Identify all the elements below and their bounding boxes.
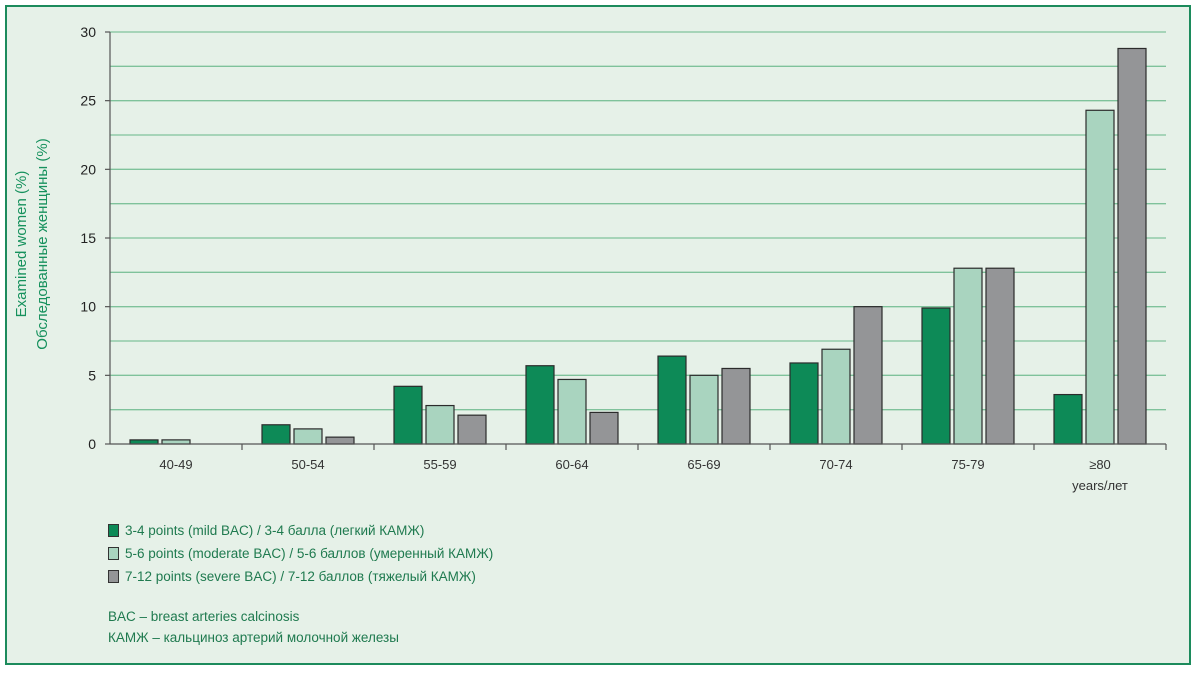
bar-severe-3: [589, 411, 619, 445]
x-tick-label: 70-74: [819, 457, 852, 472]
note-bac: BAC – breast arteries calcinosis: [108, 609, 300, 624]
y-tick-label: 20: [80, 161, 96, 177]
bar-moderate-1: [293, 428, 323, 445]
x-tick-label: 65-69: [687, 457, 720, 472]
bar-mild-7: [1053, 393, 1083, 445]
legend-item-mild: 3-4 points (mild BAC) / 3-4 балла (легки…: [108, 519, 493, 542]
bar-severe-5: [853, 306, 883, 445]
bar-severe-6: [985, 267, 1015, 445]
legend-item-moderate: 5-6 points (moderate BAC) / 5-6 баллов (…: [108, 542, 493, 565]
bar-mild-1: [261, 424, 291, 445]
y-axis-title: Examined women (%) Обследованные женщины…: [13, 138, 51, 349]
bar-mild-6: [921, 307, 951, 445]
abbreviation-notes: BAC – breast arteries calcinosis КАМЖ – …: [108, 606, 399, 648]
x-tick-label: 60-64: [555, 457, 588, 472]
bar-severe-2: [457, 414, 487, 445]
x-tick-label: 50-54: [291, 457, 324, 472]
axis-layer: 0 5 10 15 20 25 30 40-49 50-54 55-59 60-64 65-69 70-…: [80, 24, 1167, 493]
y-axis-label-ru: Обследованные женщины (%): [34, 138, 51, 349]
bar-mild-3: [525, 365, 555, 445]
bar-mild-5: [789, 362, 819, 445]
bar-moderate-6: [953, 267, 983, 445]
bar-severe-7: [1117, 47, 1147, 445]
bar-moderate-7: [1085, 109, 1115, 445]
y-tick-label: 5: [88, 367, 96, 383]
legend-swatch-severe: [108, 570, 119, 583]
y-tick-label: 25: [80, 93, 96, 109]
x-tick-label: ≥80: [1089, 457, 1111, 472]
bar-moderate-5: [821, 348, 851, 445]
bar-moderate-4: [689, 374, 719, 445]
bar-moderate-2: [425, 404, 455, 445]
x-tick-label: 40-49: [159, 457, 192, 472]
legend-item-severe: 7-12 points (severe BAC) / 7-12 баллов (…: [108, 565, 493, 588]
legend-label-mild: 3-4 points (mild BAC) / 3-4 балла (легки…: [125, 523, 425, 538]
legend-swatch-mild: [108, 524, 119, 537]
bar-mild-2: [393, 385, 423, 445]
bar-severe-1: [325, 436, 355, 445]
bar-mild-0: [129, 439, 159, 445]
legend-label-moderate: 5-6 points (moderate BAC) / 5-6 баллов (…: [125, 546, 494, 561]
bar-moderate-0: [161, 439, 191, 445]
x-tick-sublabel: years/лет: [1072, 478, 1128, 493]
legend-label-severe: 7-12 points (severe BAC) / 7-12 баллов (…: [125, 569, 476, 584]
bar-moderate-3: [557, 378, 587, 445]
y-tick-label: 15: [80, 230, 96, 246]
bar-severe-4: [721, 367, 751, 445]
note-kamzh: КАМЖ – кальциноз артерий молочной железы: [108, 630, 399, 645]
bar-mild-4: [657, 355, 687, 445]
y-tick-label: 30: [80, 24, 96, 40]
x-tick-label: 55-59: [423, 457, 456, 472]
y-tick-label: 10: [80, 299, 96, 315]
y-tick-label: 0: [88, 436, 96, 452]
legend-swatch-moderate: [108, 547, 119, 560]
bar-layer: [129, 47, 1147, 445]
x-tick-label: 75-79: [951, 457, 984, 472]
y-axis-label-en: Examined women (%): [13, 171, 30, 318]
legend: 3-4 points (mild BAC) / 3-4 балла (легки…: [108, 519, 493, 588]
